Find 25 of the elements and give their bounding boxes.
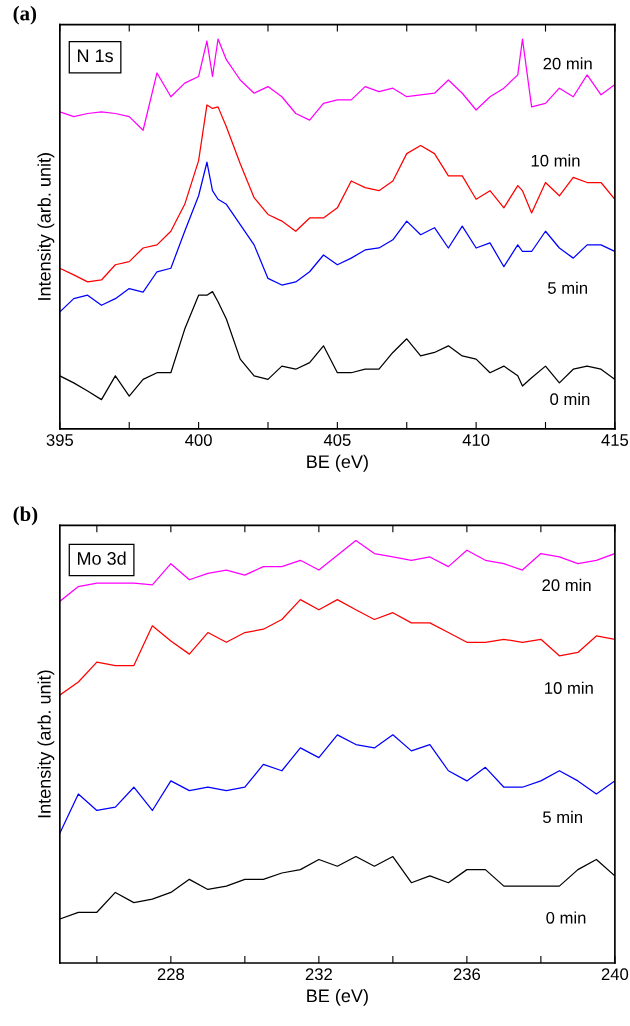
- series-label: 0 min: [550, 392, 590, 406]
- series-label: 10 min: [545, 681, 593, 694]
- y-axis-title: Intensity (arb. unit): [37, 670, 55, 818]
- x-axis-title: BE (eV): [307, 988, 368, 1006]
- x-tick-label: 395: [46, 434, 74, 446]
- series-label: 5 min: [547, 281, 587, 294]
- x-tick-label: 240: [601, 968, 629, 981]
- x-tick-label: 400: [185, 434, 212, 446]
- series-label: 20 min: [542, 578, 591, 592]
- y-axis-title: Intensity (arb. unit): [37, 153, 55, 300]
- x-tick-label: 236: [453, 968, 481, 981]
- text: (a): [13, 5, 37, 25]
- series-label: 5 min: [543, 810, 582, 824]
- x-tick-label: 410: [462, 434, 490, 446]
- series-label: 10 min: [531, 154, 580, 167]
- annotation: N 1s: [77, 49, 113, 63]
- annotation: Mo 3d: [77, 551, 126, 565]
- x-tick-label: 415: [601, 434, 629, 446]
- x-tick-label: 228: [157, 968, 185, 981]
- x-tick-label: 232: [305, 968, 332, 981]
- series-label: 0 min: [546, 911, 586, 924]
- text: (b): [13, 506, 38, 526]
- series-label: 20 min: [543, 57, 592, 70]
- x-tick-label: 405: [323, 434, 351, 446]
- x-axis-title: BE (eV): [307, 454, 368, 472]
